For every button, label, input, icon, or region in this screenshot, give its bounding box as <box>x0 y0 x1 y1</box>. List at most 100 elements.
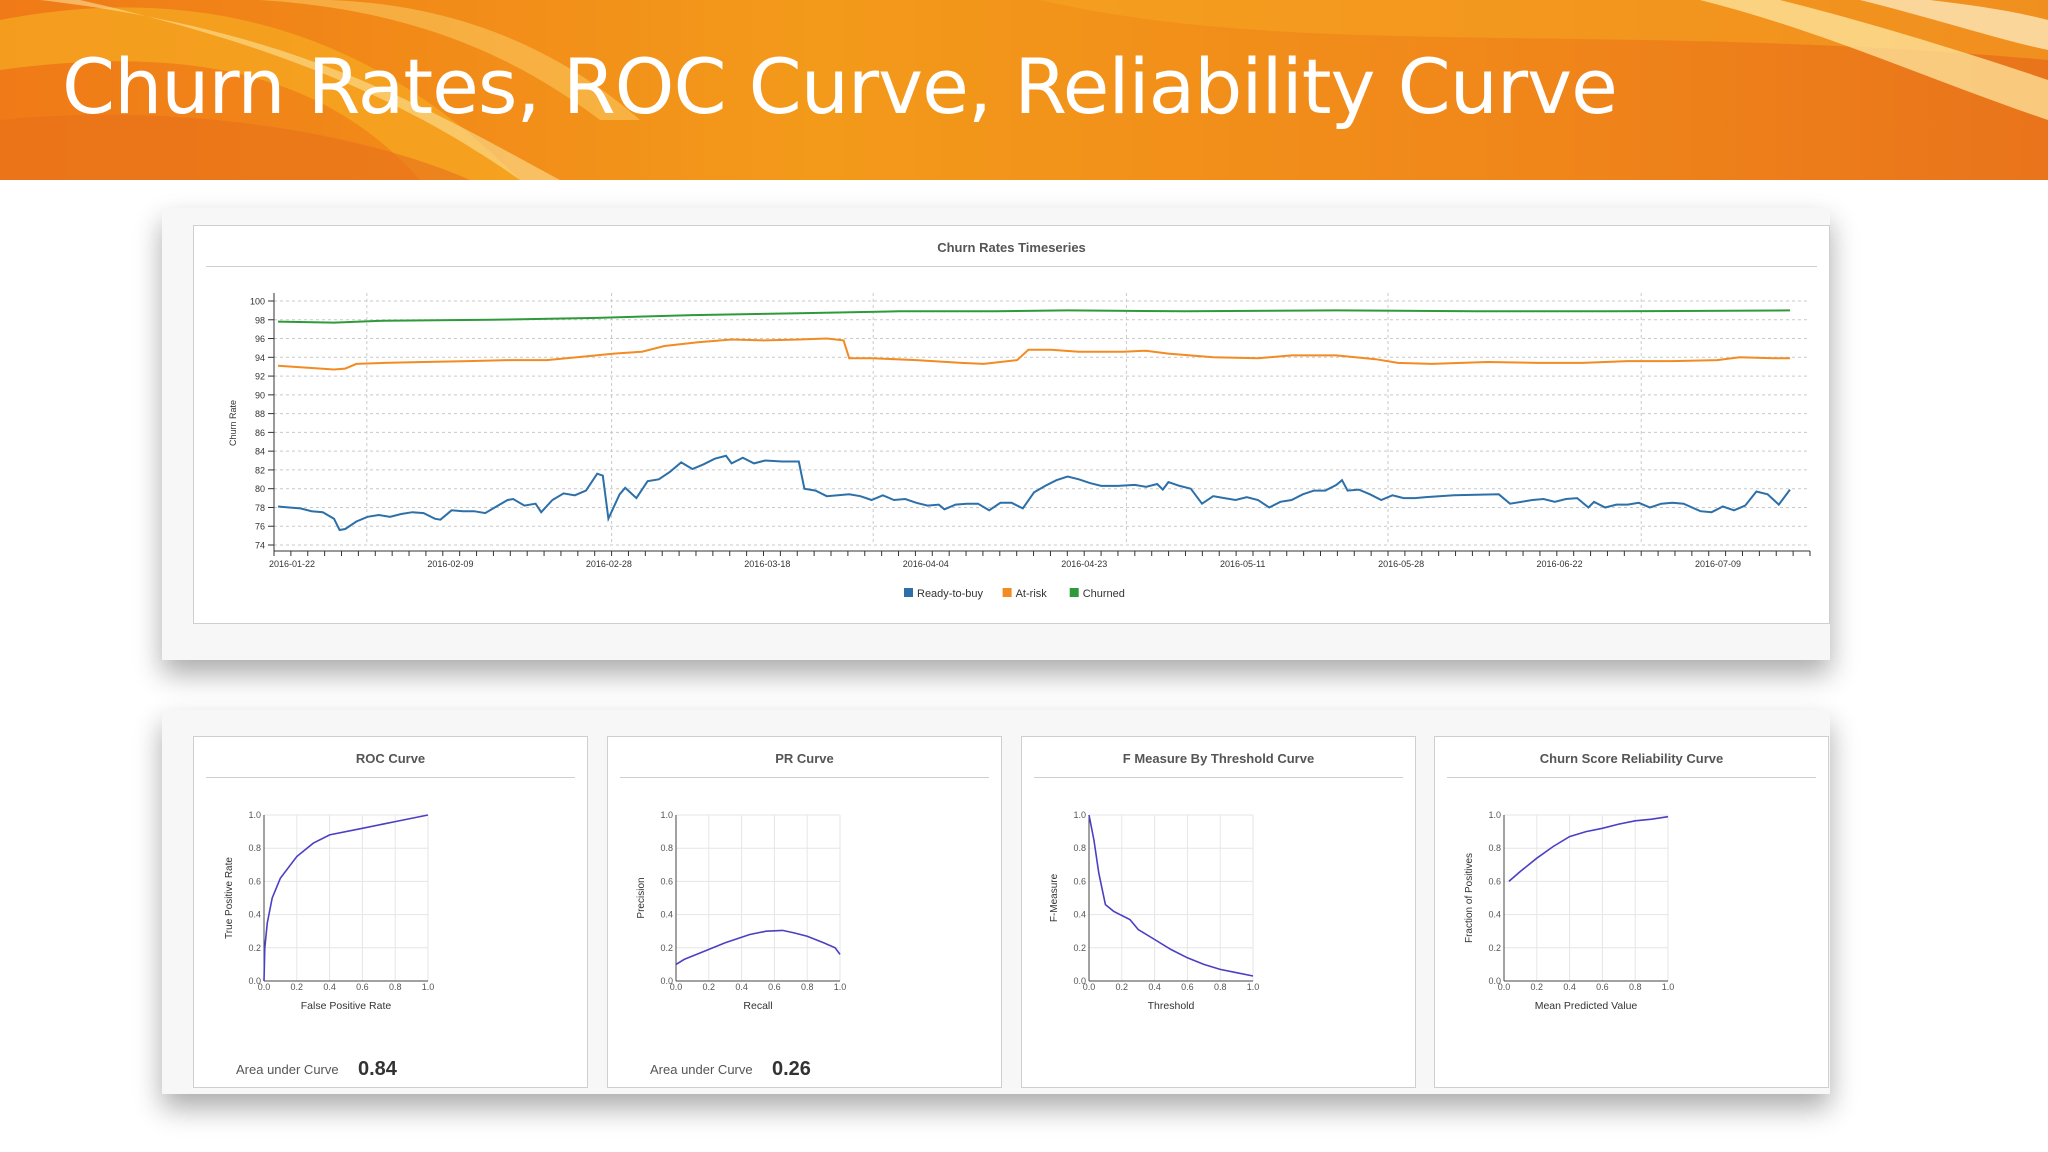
y-tick-label: 1.0 <box>248 810 261 820</box>
y-tick-label: 0.6 <box>1073 876 1086 886</box>
x-tick-label: 0.8 <box>389 982 402 992</box>
fmeasure-title: F Measure By Threshold Curve <box>1122 751 1315 766</box>
card-divider <box>206 266 1817 267</box>
y-tick-label: 94 <box>255 353 265 363</box>
title-banner: Churn Rates, ROC Curve, Reliability Curv… <box>0 0 2048 180</box>
x-tick-label: 2016-01-22 <box>269 559 315 569</box>
x-tick-label: 0.6 <box>356 982 369 992</box>
card-divider <box>1447 777 1816 778</box>
x-tick-label: 2016-05-28 <box>1378 559 1424 569</box>
y-tick-label: 0.6 <box>660 876 673 886</box>
card-divider <box>620 777 989 778</box>
slide-title: Churn Rates, ROC Curve, Reliability Curv… <box>62 42 1618 131</box>
y-tick-label: 0.2 <box>660 943 673 953</box>
x-tick-label: 0.0 <box>1083 982 1096 992</box>
x-tick-label: 1.0 <box>834 982 847 992</box>
roc-card: ROC Curve 0.0 0.0 0.2 0.2 0.4 0.4 0.6 0.6 0.8 0.8… <box>193 736 588 1088</box>
x-tick-label: 0.0 <box>1498 982 1511 992</box>
curve-line <box>1508 815 1669 883</box>
y-tick-label: 0.2 <box>1488 943 1501 953</box>
y-tick-label: 76 <box>255 522 265 532</box>
x-tick-label: 0.4 <box>735 982 748 992</box>
timeseries-chart: 100 98 96 94 92 90 88 86 84 82 80 78 76 74 2016-01-22 2… <box>228 293 1811 600</box>
x-axis-title: Mean Predicted Value <box>1535 1000 1638 1012</box>
pr-chart: 0.00.0 0.2 0.2 0.4 0.4 0.6 0.6 0.8 0.8 1.0 1.0 Reca… <box>636 810 847 1012</box>
pr-title: PR Curve <box>775 751 834 766</box>
roc-auc-value: 0.84 <box>358 1058 397 1080</box>
roc-chart: 0.00.0 0.2 0.2 0.4 0.4 0.6 0.6 0.8 0.8 1.0 1.0 Fals… <box>224 810 435 1012</box>
y-tick-label: 0.2 <box>1073 943 1086 953</box>
x-tick-label: 2016-02-09 <box>427 559 473 569</box>
y-tick-label: 0.0 <box>660 976 673 986</box>
legend-label: Ready-to-buy <box>917 588 984 600</box>
y-tick-label: 1.0 <box>660 810 673 820</box>
x-axis-title: Threshold <box>1148 1000 1195 1012</box>
x-tick-label: 0.8 <box>801 982 814 992</box>
card-divider <box>206 777 575 778</box>
timeseries-title: Churn Rates Timeseries <box>937 240 1086 255</box>
x-tick-label: 0.8 <box>1629 982 1642 992</box>
y-tick-label: 0.6 <box>248 876 261 886</box>
x-tick-label: 0.6 <box>1596 982 1609 992</box>
y-axis-title: Fraction of Positives <box>1464 853 1475 943</box>
y-tick-label: 0.4 <box>248 910 261 920</box>
series-line-ready-to-buy <box>277 454 1791 532</box>
y-tick-label: 0.4 <box>1073 910 1086 920</box>
x-tick-label: 0.8 <box>1214 982 1227 992</box>
y-tick-label: 84 <box>255 447 265 457</box>
y-tick-label: 0.4 <box>1488 910 1501 920</box>
x-tick-label: 0.2 <box>703 982 716 992</box>
y-tick-label: 88 <box>255 409 265 419</box>
legend-label: Churned <box>1083 588 1125 600</box>
y-tick-label: 92 <box>255 372 265 382</box>
y-tick-label: 0.2 <box>248 943 261 953</box>
y-tick-label: 0.8 <box>660 843 673 853</box>
pr-card: PR Curve 0.0 0.0 0.2 0.2 0.4 0.4 0.6 0.6 0.8 0.8 1… <box>607 736 1002 1088</box>
reliability-chart: 0.00.0 0.2 0.2 0.4 0.4 0.6 0.6 0.8 0.8 1.0 1.0 Mean… <box>1464 810 1675 1012</box>
x-tick-label: 0.6 <box>768 982 781 992</box>
y-tick-label: 0.8 <box>1073 843 1086 853</box>
y-tick-label: 80 <box>255 484 265 494</box>
reliability-card: Churn Score Reliability Curve 0.0 0.0 0.2 0… <box>1434 736 1829 1088</box>
pr-auc-label: Area under Curve <box>650 1062 753 1077</box>
series-line-at-risk <box>277 337 1790 371</box>
y-tick-label: 0.8 <box>248 843 261 853</box>
x-tick-label: 2016-04-04 <box>903 559 949 569</box>
x-tick-label: 2016-04-23 <box>1061 559 1107 569</box>
x-tick-label: 0.4 <box>1563 982 1576 992</box>
y-tick-label: 96 <box>255 334 265 344</box>
x-tick-label: 0.2 <box>1116 982 1129 992</box>
roc-title: ROC Curve <box>355 751 426 766</box>
x-tick-label: 2016-02-28 <box>586 559 632 569</box>
x-axis-title: Recall <box>743 1000 772 1012</box>
curve-line <box>263 814 429 982</box>
legend-label: At-risk <box>1016 588 1048 600</box>
x-tick-label: 0.0 <box>670 982 683 992</box>
y-tick-label: 78 <box>255 503 265 513</box>
y-tick-label: 98 <box>255 315 265 325</box>
x-tick-label: 0.4 <box>323 982 336 992</box>
y-axis-title: True Positive Rate <box>224 857 235 939</box>
x-tick-label: 0.0 <box>258 982 271 992</box>
y-tick-label: 0.4 <box>660 910 673 920</box>
timeseries-card: Churn Rates Timeseries 100 98 96 94 92 90 88 86… <box>193 225 1830 624</box>
y-tick-label: 0.0 <box>248 976 261 986</box>
x-tick-label: 0.4 <box>1148 982 1161 992</box>
fmeasure-chart: 0.00.0 0.2 0.2 0.4 0.4 0.6 0.6 0.8 0.8 1.0 1.0 Thre… <box>1049 810 1259 1012</box>
curve-line <box>675 929 841 966</box>
y-tick-label: 0.0 <box>1073 976 1086 986</box>
banner-swoosh-graphic <box>0 0 2048 180</box>
y-tick-label: 86 <box>255 428 265 438</box>
y-tick-label: 74 <box>255 541 265 551</box>
roc-auc-label: Area under Curve <box>236 1062 339 1077</box>
curve-line <box>1088 814 1254 977</box>
y-tick-label: 90 <box>255 390 265 400</box>
x-tick-label: 2016-03-18 <box>744 559 790 569</box>
fmeasure-card: F Measure By Threshold Curve 0.0 0.0 0.2 0.… <box>1021 736 1416 1088</box>
y-tick-label: 1.0 <box>1488 810 1501 820</box>
x-tick-label: 1.0 <box>422 982 435 992</box>
x-tick-label: 1.0 <box>1662 982 1675 992</box>
y-tick-label: 82 <box>255 465 265 475</box>
x-tick-label: 2016-05-11 <box>1220 559 1265 569</box>
y-axis-title: Churn Rate <box>228 400 238 446</box>
